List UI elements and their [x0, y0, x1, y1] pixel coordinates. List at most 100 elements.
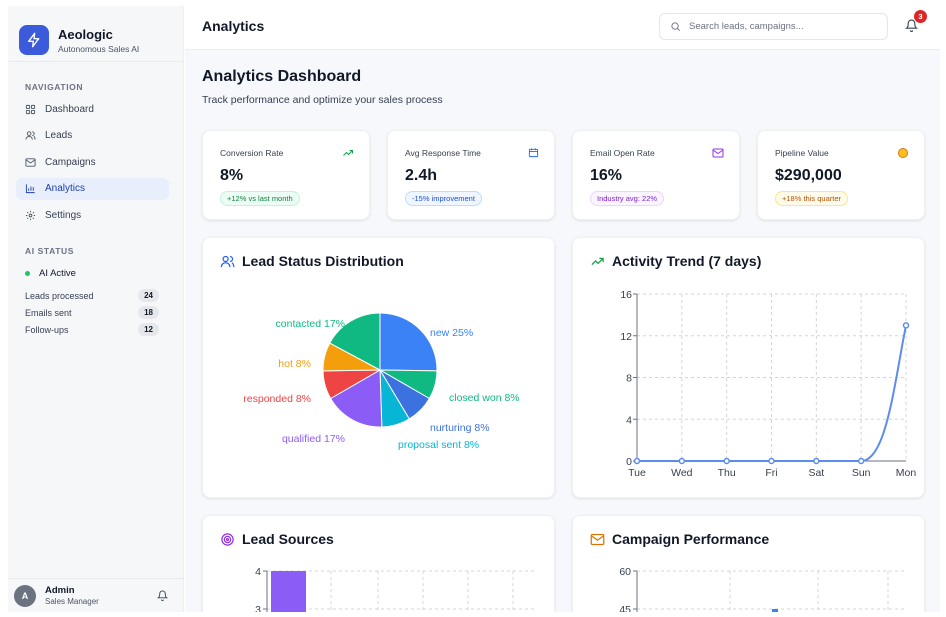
pie-slice [329, 369, 383, 428]
bell-icon[interactable] [905, 19, 918, 32]
bell-icon[interactable] [157, 590, 168, 601]
stat-label: Emails sent [25, 307, 72, 318]
user-profile[interactable]: A Admin Sales Manager [8, 578, 184, 612]
campaign-performance-card: Campaign Performance 45 60 [572, 515, 925, 612]
brand-subtitle: Autonomous Sales AI [58, 43, 140, 54]
data-point [633, 457, 641, 465]
y-tick-label: 8 [626, 373, 632, 385]
page-title: Analytics Dashboard [202, 68, 362, 85]
pie-label: qualified 17% [282, 433, 345, 445]
user-role: Sales Manager [45, 597, 99, 606]
ai-status-title: AI STATUS [25, 246, 74, 256]
pie-label: responded 8% [243, 393, 311, 405]
card-title: Lead Sources [220, 531, 334, 547]
sidebar-item-settings[interactable]: Settings [16, 204, 169, 226]
bar-chart: 34 [255, 566, 536, 612]
brand-name: Aeologic [58, 26, 113, 42]
metric-card-pipeline: Pipeline Value $290,000 +18% this quarte… [757, 130, 925, 220]
card-title: Lead Status Distribution [220, 253, 404, 269]
nav-list: Dashboard Leads Campaigns Analytics Sett… [8, 98, 183, 226]
metric-value: $290,000 [775, 167, 842, 184]
card-title: Activity Trend (7 days) [590, 253, 761, 269]
mail-icon [712, 148, 724, 158]
sidebar-item-dashboard[interactable]: Dashboard [16, 98, 169, 120]
x-tick-label: Mon [896, 467, 917, 479]
brand[interactable]: Aeologic Autonomous Sales AI [8, 6, 183, 62]
metric-label: Conversion Rate [220, 148, 284, 158]
pie-label: contacted 17% [276, 318, 345, 330]
mail-icon [25, 157, 36, 167]
status-dot-icon [25, 271, 30, 276]
trending-up-icon [591, 257, 604, 265]
card-title-text: Campaign Performance [612, 531, 770, 547]
line-chart: 0 4 8 12 16 Tue Wed Thu Fri Sat Sun Mon [620, 289, 917, 479]
x-tick-label: Fri [765, 467, 777, 479]
pie-label: hot 8% [278, 358, 311, 370]
y-tick-label: 4 [626, 414, 632, 426]
series-line [637, 325, 907, 462]
stat-row: Leads processed 24 [25, 287, 159, 304]
main-content: Analytics Dashboard Track performance an… [185, 50, 940, 612]
data-point [723, 457, 730, 465]
data-point [768, 457, 775, 465]
x-tick-label: Thu [718, 467, 736, 479]
activity-trend-card: Activity Trend (7 days) 0 4 8 12 16 Tue Wed Thu… [572, 237, 925, 498]
stat-row: Follow-ups 12 [25, 321, 159, 338]
bar [271, 571, 306, 612]
card-title-text: Lead Sources [242, 531, 334, 547]
metric-label: Email Open Rate [590, 148, 655, 158]
pie-label: nurturing 8% [430, 422, 490, 434]
metric-card-open-rate: Email Open Rate 16% Industry avg: 22% [572, 130, 740, 220]
card-title: Campaign Performance [590, 531, 769, 547]
metric-card-conversion: Conversion Rate 8% +12% vs last month [202, 130, 370, 220]
sidebar-item-label: Dashboard [45, 103, 94, 115]
metric-badge: +18% this quarter [775, 191, 848, 206]
sidebar-item-label: Analytics [45, 183, 86, 194]
stat-badge: 12 [138, 323, 159, 336]
metric-badge: -15% improvement [405, 191, 482, 206]
stat-badge: 18 [138, 306, 159, 319]
pie-label: proposal sent 8% [398, 439, 479, 451]
metric-label: Pipeline Value [775, 148, 829, 158]
metric-card-response: Avg Response Time 2.4h -15% improvement [387, 130, 555, 220]
bar-chart-icon [25, 184, 35, 194]
sidebar-item-campaigns[interactable]: Campaigns [16, 151, 169, 173]
card-title-text: Lead Status Distribution [242, 253, 404, 269]
data-point [813, 457, 820, 465]
metric-value: 16% [590, 167, 623, 184]
header-title: Analytics [202, 18, 265, 34]
data-point [902, 322, 910, 329]
sidebar-item-leads[interactable]: Leads [16, 125, 169, 147]
calendar-icon [528, 148, 539, 158]
users-icon [220, 255, 235, 267]
card-title-text: Activity Trend (7 days) [612, 253, 762, 269]
pie-label: new 25% [430, 327, 473, 339]
stat-label: Leads processed [25, 290, 94, 301]
x-tick-label: Sun [852, 467, 871, 479]
sidebar: Aeologic Autonomous Sales AI NAVIGATION … [8, 6, 184, 612]
sidebar-item-analytics[interactable]: Analytics [16, 177, 169, 200]
sidebar-item-label: Campaigns [45, 156, 96, 168]
bar-chart: 45 60 [619, 566, 906, 612]
avatar: A [14, 584, 36, 607]
metric-label: Avg Response Time [405, 148, 481, 158]
coin-icon [898, 148, 908, 158]
y-tick-label: 16 [620, 289, 632, 301]
search-input[interactable]: Search leads, campaigns... [659, 13, 888, 40]
ai-active-label: AI Active [39, 268, 76, 279]
ai-stats: Leads processed 24 Emails sent 18 Follow… [8, 287, 183, 338]
x-tick-label: Wed [671, 467, 693, 479]
trending-up-icon [343, 150, 353, 156]
y-tick-label: 12 [620, 331, 632, 343]
y-tick-label: 60 [619, 566, 631, 578]
metric-badge: Industry avg: 22% [590, 191, 665, 206]
user-name: Admin [45, 585, 75, 596]
stat-label: Follow-ups [25, 324, 69, 335]
pie-label: closed won 8% [449, 392, 520, 404]
pie-chart: new 25% closed won 8% nurturing 8% proposal… [243, 312, 520, 451]
metric-badge: +12% vs last month [220, 191, 300, 206]
gear-icon [25, 210, 36, 220]
search-placeholder: Search leads, campaigns... [689, 21, 804, 32]
metric-value: 2.4h [405, 167, 438, 184]
